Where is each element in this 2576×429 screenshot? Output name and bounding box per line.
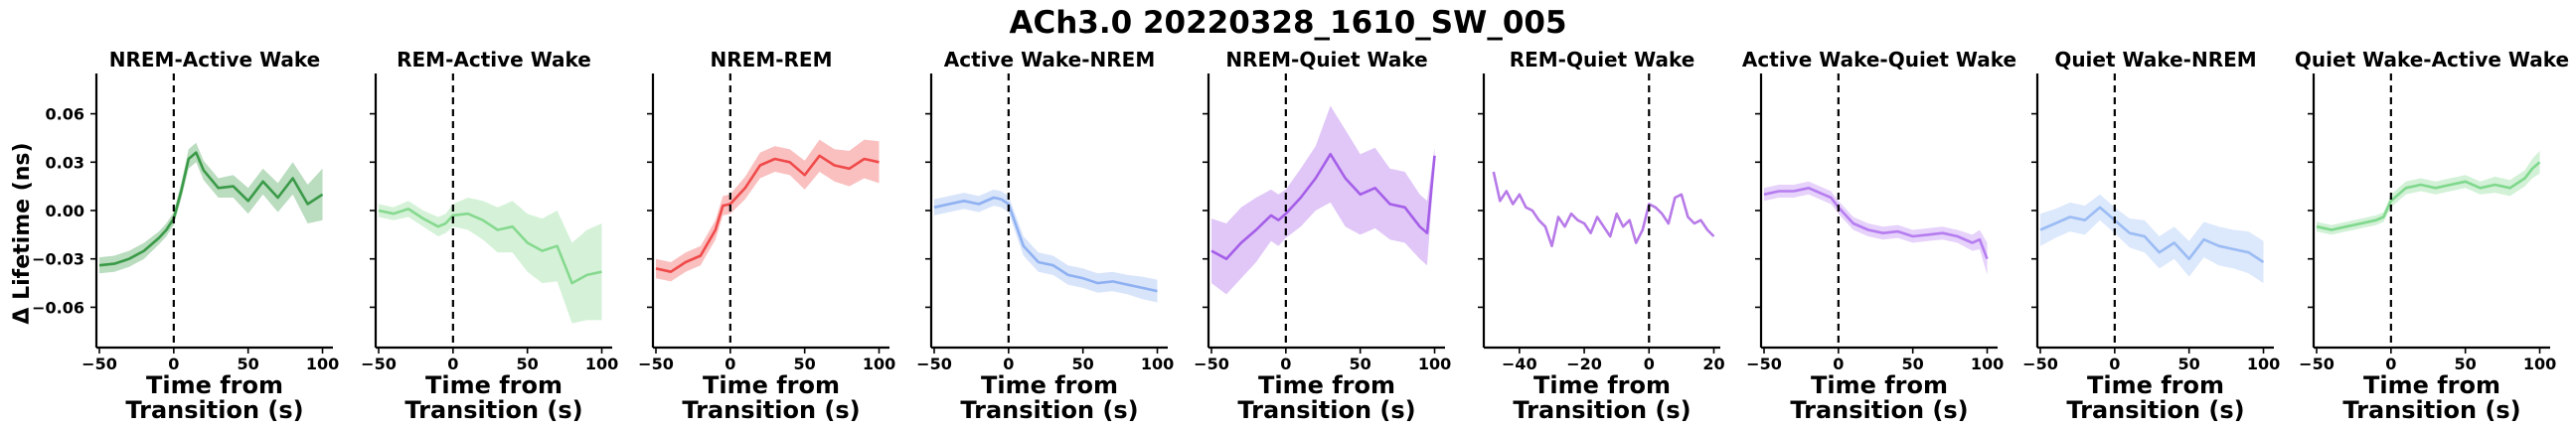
x-tick-label: 0 — [2385, 355, 2396, 373]
x-tick-label: 0 — [1280, 355, 1291, 373]
error-band — [934, 189, 1158, 303]
panel-9: Quiet Wake-Active Wake −50 0 50 100 Time from… — [2295, 48, 2569, 424]
x-tick-label: −50 — [1746, 355, 1782, 373]
x-axis-label-line1: Time from — [1533, 371, 1671, 399]
series-line — [2039, 206, 2265, 264]
error-band — [379, 198, 602, 324]
x-tick-label: 0 — [447, 355, 458, 373]
series-line — [655, 154, 880, 274]
x-tick-label: 0 — [2109, 355, 2120, 373]
x-tick-label: 100 — [585, 355, 618, 373]
panel-title: REM-Quiet Wake — [1510, 48, 1695, 72]
panel-title: NREM-REM — [711, 48, 833, 72]
x-axis-label-line1: Time from — [425, 371, 563, 399]
x-tick-label: −50 — [81, 355, 117, 373]
x-tick-label: 50 — [1350, 355, 1371, 373]
panel-title: Quiet Wake-Active Wake — [2295, 48, 2569, 72]
x-axis-label-line1: Time from — [146, 371, 283, 399]
x-tick-label: −20 — [1566, 355, 1602, 373]
x-tick-label: −50 — [638, 355, 674, 373]
panel-title: NREM-Active Wake — [109, 48, 321, 72]
x-tick-label: −50 — [1194, 355, 1229, 373]
x-axis-label-line2: Transition (s) — [2066, 396, 2244, 424]
error-band — [1211, 105, 1435, 295]
panel-2: REM-Active Wake −50 0 50 100 Time fromTransit… — [361, 48, 618, 424]
x-axis-label-line2: Transition (s) — [125, 396, 303, 424]
x-tick-label: 0 — [168, 355, 179, 373]
y-tick-label: 0.03 — [46, 153, 84, 172]
x-axis-label-line2: Transition (s) — [2342, 396, 2520, 424]
x-axis-label-line1: Time from — [2087, 371, 2224, 399]
series-line — [1492, 171, 1715, 247]
panel-title: Active Wake-Quiet Wake — [1742, 48, 2016, 72]
x-tick-label: 50 — [2178, 355, 2200, 373]
x-axis-label-line1: Time from — [703, 371, 840, 399]
x-tick-label: 100 — [1418, 355, 1451, 373]
x-tick-label: 0 — [1644, 355, 1655, 373]
figure-title: ACh3.0 20220328_1610_SW_005 — [1009, 5, 1566, 41]
x-tick-label: 100 — [2247, 355, 2280, 373]
x-tick-label: −50 — [916, 355, 952, 373]
x-tick-label: 50 — [1902, 355, 1924, 373]
x-tick-label: 100 — [1141, 355, 1174, 373]
x-axis-label-line2: Transition (s) — [1790, 396, 1968, 424]
x-tick-label: 0 — [1003, 355, 1014, 373]
y-tick-label: −0.06 — [32, 298, 84, 317]
series-line — [2316, 161, 2541, 231]
x-tick-label: 20 — [1702, 355, 1724, 373]
panel-1: NREM-Active Wake −0.06 −0.03 0.00 0.03 0.06 −5… — [32, 48, 339, 424]
x-axis-label-line2: Transition (s) — [960, 396, 1138, 424]
panel-grid: NREM-Active Wake −0.06 −0.03 0.00 0.03 0.06 −5… — [32, 48, 2569, 424]
x-tick-label: 100 — [1971, 355, 2004, 373]
panel-title: Quiet Wake-NREM — [2054, 48, 2256, 72]
series-line — [1210, 152, 1436, 261]
x-axis-label-line2: Transition (s) — [1237, 396, 1415, 424]
x-tick-label: −50 — [2299, 355, 2334, 373]
error-band — [1764, 181, 1988, 275]
x-tick-label: 50 — [517, 355, 539, 373]
x-tick-label: 100 — [306, 355, 339, 373]
y-axis-label: Δ Lifetime (ns) — [10, 142, 35, 324]
x-tick-label: 50 — [2455, 355, 2477, 373]
panel-5: NREM-Quiet Wake −50 0 50 100 Time fromTransit… — [1194, 48, 1451, 424]
x-tick-label: 50 — [238, 355, 259, 373]
y-tick-label: −0.03 — [32, 250, 84, 269]
x-tick-label: 100 — [2523, 355, 2556, 373]
x-axis-label-line2: Transition (s) — [404, 396, 582, 424]
x-axis-label-line2: Transition (s) — [1513, 396, 1690, 424]
error-band — [99, 142, 323, 274]
x-axis-label-line1: Time from — [981, 371, 1118, 399]
error-band — [2040, 194, 2264, 284]
series-line — [98, 151, 324, 267]
panel-title: Active Wake-NREM — [944, 48, 1156, 72]
series-line — [933, 196, 1158, 293]
x-tick-label: 50 — [1072, 355, 1094, 373]
x-tick-label: −50 — [361, 355, 397, 373]
x-tick-label: 50 — [794, 355, 816, 373]
panel-8: Quiet Wake-NREM −50 0 50 100 Time fromTransit… — [2022, 48, 2280, 424]
panel-title: REM-Active Wake — [397, 48, 591, 72]
x-axis-label-line1: Time from — [2363, 371, 2500, 399]
x-axis-label-line1: Time from — [1811, 371, 1948, 399]
panel-title: NREM-Quiet Wake — [1225, 48, 1427, 72]
panel-6: REM-Quiet Wake −40 −20 0 20 Time fromTransiti… — [1478, 48, 1725, 424]
x-tick-label: 0 — [724, 355, 735, 373]
y-tick-label: 0.06 — [46, 105, 84, 124]
x-axis-label-line2: Transition (s) — [682, 396, 860, 424]
series-line — [1763, 187, 1989, 260]
y-tick-label: 0.00 — [46, 202, 84, 220]
x-tick-label: −40 — [1502, 355, 1537, 373]
series-line — [378, 208, 602, 285]
x-tick-label: 100 — [863, 355, 895, 373]
panel-7: Active Wake-Quiet Wake −50 0 50 100 Time from… — [1742, 48, 2016, 424]
error-band — [2317, 150, 2540, 235]
x-axis-label-line1: Time from — [1258, 371, 1395, 399]
error-band — [656, 139, 880, 282]
x-tick-label: −50 — [2022, 355, 2058, 373]
x-tick-label: 0 — [1833, 355, 1844, 373]
panel-4: Active Wake-NREM −50 0 50 100 Time fromTransi… — [916, 48, 1174, 424]
